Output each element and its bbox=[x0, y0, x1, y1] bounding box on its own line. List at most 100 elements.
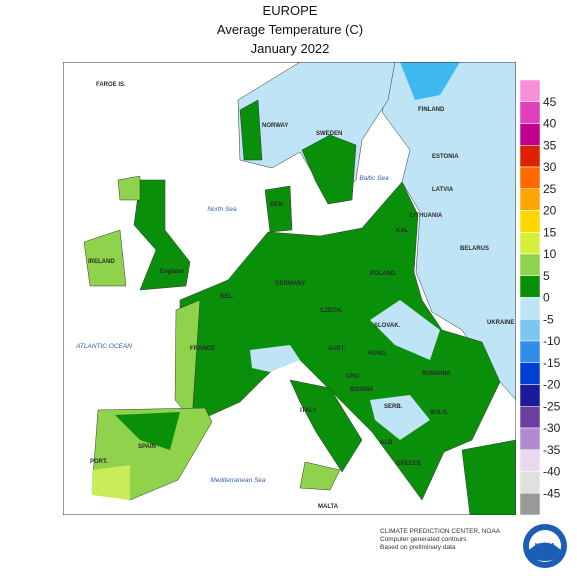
region-mild bbox=[115, 412, 180, 450]
level-label: -45 bbox=[543, 486, 561, 500]
map-title: Average Temperature (C) bbox=[217, 22, 363, 37]
level-label: 30 bbox=[543, 160, 557, 174]
region-mild bbox=[461, 439, 516, 515]
logo-text: NOAA bbox=[535, 543, 556, 550]
color-cell bbox=[519, 384, 541, 407]
place-label: GREECE bbox=[396, 461, 421, 467]
level-label: -40 bbox=[543, 465, 561, 479]
region-warm bbox=[299, 461, 341, 491]
color-cell bbox=[519, 210, 541, 233]
color-cell bbox=[519, 319, 541, 342]
level-label: -5 bbox=[543, 312, 554, 326]
place-label: AUST. bbox=[328, 346, 346, 352]
level-label: -20 bbox=[543, 378, 561, 392]
place-label: BULG. bbox=[430, 410, 449, 416]
region-cold bbox=[250, 345, 300, 372]
place-label: ITALY bbox=[300, 408, 316, 414]
level-label: 0 bbox=[543, 291, 550, 305]
place-label: England bbox=[160, 269, 184, 275]
place-label: ESTONIA bbox=[432, 154, 459, 160]
place-label: FINLAND bbox=[418, 107, 445, 113]
place-label: SPAIN bbox=[138, 444, 156, 450]
region-warm bbox=[92, 465, 130, 500]
map-date: January 2022 bbox=[251, 41, 330, 56]
place-label: LITHUANIA bbox=[410, 213, 443, 219]
color-cell bbox=[519, 471, 541, 494]
level-label: -30 bbox=[543, 421, 561, 435]
level-label: -10 bbox=[543, 334, 561, 348]
sea-label: North Sea bbox=[207, 206, 237, 213]
level-label: 25 bbox=[543, 182, 557, 196]
place-label: CZECH. bbox=[320, 308, 343, 314]
place-label: FRANCE bbox=[190, 346, 215, 352]
sea-label: ATLANTIC OCEAN bbox=[75, 343, 132, 350]
place-label: UKRAINE bbox=[487, 320, 514, 326]
level-label: -35 bbox=[543, 443, 561, 457]
region-cold bbox=[370, 395, 430, 440]
place-label: GERMANY bbox=[275, 281, 306, 287]
place-label: MALTA bbox=[318, 504, 339, 510]
region-title: EUROPE bbox=[263, 3, 318, 18]
color-cell bbox=[519, 253, 541, 276]
color-bar: 45 40 35 30 25 20 15 10 5 0 -5 -10 -15 -20 -25 -30 -35 -4… bbox=[519, 79, 561, 516]
sea-label: Mediterranean Sea bbox=[210, 477, 266, 484]
level-label: 45 bbox=[543, 95, 557, 109]
region-mild bbox=[239, 99, 263, 161]
place-label: SERB. bbox=[384, 404, 403, 410]
place-label: SWEDEN bbox=[316, 131, 342, 137]
place-label: SLOVAK. bbox=[374, 323, 401, 329]
map: FAROE IS. NORWAY SWEDEN FINLAND ESTONIA LATVI… bbox=[63, 62, 516, 515]
region-cold bbox=[381, 62, 516, 401]
place-label: NORWAY bbox=[262, 123, 288, 129]
level-label: 15 bbox=[543, 225, 557, 239]
level-label: -15 bbox=[543, 356, 561, 370]
place-label: ROMANIA bbox=[422, 371, 451, 377]
color-cell bbox=[519, 79, 541, 102]
footer-line: Based on preliminary data bbox=[380, 544, 456, 551]
place-label: POLAND bbox=[370, 271, 396, 277]
color-cell bbox=[519, 427, 541, 450]
level-label: 35 bbox=[543, 138, 557, 152]
level-label: 10 bbox=[543, 247, 557, 261]
color-cell bbox=[519, 145, 541, 168]
place-label: LATVIA bbox=[432, 187, 454, 193]
place-label: BEL. bbox=[220, 294, 234, 300]
place-label: FAROE IS. bbox=[96, 82, 126, 88]
place-label: ALB. bbox=[380, 440, 394, 446]
place-label: HUNG. bbox=[368, 351, 388, 357]
color-cell bbox=[519, 362, 541, 385]
region-warm bbox=[83, 229, 127, 287]
level-label: 5 bbox=[543, 269, 550, 283]
color-cell bbox=[519, 340, 541, 363]
place-label: BELARUS bbox=[460, 246, 489, 252]
footer-line: CLIMATE PREDICTION CENTER, NOAA bbox=[380, 528, 501, 535]
region-warm bbox=[117, 175, 141, 201]
region-cold bbox=[370, 300, 440, 360]
sea-label: Baltic Sea bbox=[359, 175, 389, 182]
region-mild bbox=[301, 134, 357, 205]
color-cell bbox=[519, 406, 541, 429]
region-mild bbox=[133, 179, 191, 291]
level-label: 40 bbox=[543, 117, 557, 131]
place-label: BOSNIA bbox=[350, 387, 374, 393]
color-cell bbox=[519, 449, 541, 472]
color-cell bbox=[519, 188, 541, 211]
place-label: IRELAND bbox=[88, 259, 115, 265]
color-cell bbox=[519, 297, 541, 320]
footer-line: Computer generated contours bbox=[380, 536, 467, 543]
place-label: PORT. bbox=[90, 459, 108, 465]
color-cell bbox=[519, 166, 541, 189]
place-label: DEN. bbox=[270, 202, 285, 208]
color-cell bbox=[519, 232, 541, 255]
color-cell bbox=[519, 493, 541, 516]
region-cold bbox=[400, 62, 460, 100]
color-cell bbox=[519, 101, 541, 124]
region-mild bbox=[264, 185, 293, 233]
noaa-logo: NOAA bbox=[523, 524, 567, 568]
place-label: KAL bbox=[396, 228, 409, 234]
color-cell bbox=[519, 123, 541, 146]
color-cell bbox=[519, 275, 541, 298]
level-label: 20 bbox=[543, 204, 557, 218]
place-label: CRO bbox=[346, 374, 360, 380]
